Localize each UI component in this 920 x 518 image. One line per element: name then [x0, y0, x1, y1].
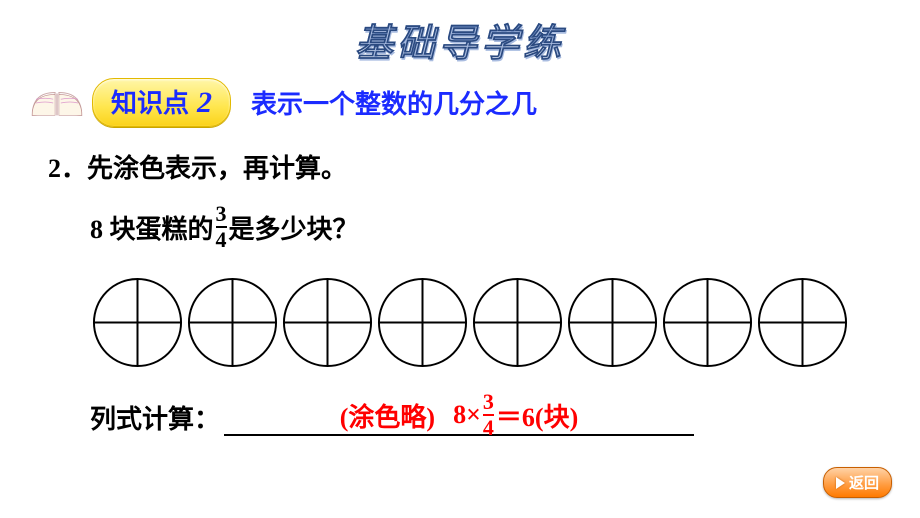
- kp-label: 知识点: [111, 83, 189, 120]
- circle-row: [90, 275, 880, 370]
- page-banner: 基础导学练: [355, 12, 565, 67]
- knowledge-point-pill: 知识点 2: [92, 78, 231, 127]
- kp-title: 表示一个整数的几分之几: [251, 84, 537, 121]
- back-arrow-icon: [836, 477, 845, 489]
- quarter-circle: [565, 275, 660, 370]
- quarter-circle: [90, 275, 185, 370]
- answer-fraction: 3 4: [483, 391, 494, 439]
- question-number-line: 2．先涂色表示，再计算。: [48, 148, 880, 185]
- answer-note: (涂色略): [340, 397, 435, 434]
- quarter-circle: [755, 275, 850, 370]
- ans-frac-num: 3: [483, 391, 494, 413]
- answer-expr-prefix: 8×: [453, 400, 481, 430]
- q-prefix: 8 块蛋糕的: [90, 209, 214, 246]
- answer-row: 列式计算： (涂色略) 8× 3 4 ＝6(块): [90, 398, 880, 436]
- knowledge-point-row: 知识点 2 表示一个整数的几分之几: [28, 78, 537, 127]
- back-button[interactable]: 返回: [823, 467, 892, 498]
- kp-number: 2: [197, 86, 212, 120]
- quarter-circle: [660, 275, 755, 370]
- answer-underline: (涂色略) 8× 3 4 ＝6(块): [224, 398, 694, 436]
- quarter-circle: [375, 275, 470, 370]
- q-suffix: 是多少块？: [229, 209, 359, 246]
- banner-text: 基础导学练: [355, 23, 565, 65]
- quarter-circle: [470, 275, 565, 370]
- frac-numerator: 3: [216, 203, 227, 225]
- frac-denominator: 4: [216, 229, 227, 251]
- question-text-line: 8 块蛋糕的 3 4 是多少块？: [90, 203, 880, 251]
- quarter-circle: [280, 275, 375, 370]
- question-fraction: 3 4: [216, 203, 227, 251]
- answer-expr-suffix: ＝6(块): [496, 397, 578, 434]
- quarter-circle: [185, 275, 280, 370]
- answer-expression: (涂色略) 8× 3 4 ＝6(块): [340, 391, 578, 439]
- question-body: 2．先涂色表示，再计算。 8 块蛋糕的 3 4 是多少块？: [48, 148, 880, 436]
- open-book-icon: [28, 83, 86, 123]
- back-button-label: 返回: [849, 472, 879, 493]
- answer-label: 列式计算：: [90, 399, 220, 436]
- ans-frac-den: 4: [483, 417, 494, 439]
